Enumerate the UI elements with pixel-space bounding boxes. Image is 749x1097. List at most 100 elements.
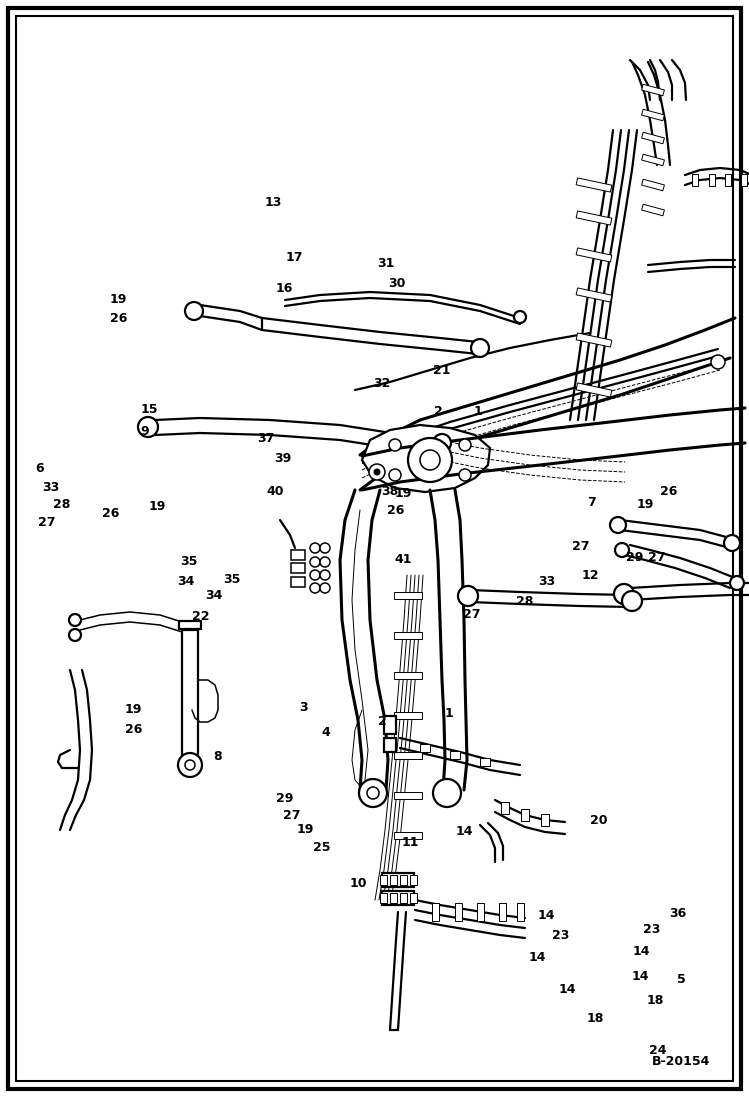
Circle shape (459, 439, 471, 451)
Circle shape (433, 434, 451, 452)
Text: 11: 11 (401, 836, 419, 849)
Text: 19: 19 (394, 487, 412, 500)
Polygon shape (431, 903, 438, 921)
Polygon shape (394, 591, 422, 599)
Text: B-20154: B-20154 (652, 1055, 710, 1068)
Text: 40: 40 (267, 485, 285, 498)
Circle shape (310, 583, 320, 593)
Text: 35: 35 (223, 573, 241, 586)
Text: 1: 1 (445, 706, 454, 720)
Circle shape (730, 576, 744, 590)
Polygon shape (450, 751, 460, 759)
Circle shape (310, 557, 320, 567)
Polygon shape (517, 903, 524, 921)
Circle shape (610, 517, 626, 533)
Text: 27: 27 (648, 551, 666, 564)
Circle shape (374, 470, 380, 475)
Text: 25: 25 (313, 841, 331, 855)
Text: 31: 31 (377, 257, 395, 270)
Text: 26: 26 (102, 507, 120, 520)
Polygon shape (576, 287, 612, 302)
Polygon shape (455, 903, 461, 921)
Polygon shape (394, 832, 422, 838)
Text: 14: 14 (559, 983, 577, 996)
Circle shape (389, 439, 401, 451)
Circle shape (320, 583, 330, 593)
Polygon shape (499, 903, 506, 921)
Text: 19: 19 (124, 703, 142, 716)
Text: 36: 36 (669, 907, 687, 920)
Text: 33: 33 (538, 575, 556, 588)
Circle shape (471, 339, 489, 357)
Text: 37: 37 (257, 432, 275, 445)
Text: 28: 28 (515, 595, 533, 608)
Polygon shape (576, 248, 612, 262)
Circle shape (138, 417, 158, 437)
Polygon shape (389, 875, 396, 885)
Text: 2: 2 (434, 405, 443, 418)
Circle shape (389, 470, 401, 480)
Text: 4: 4 (321, 726, 330, 739)
Polygon shape (384, 716, 396, 734)
Polygon shape (389, 893, 396, 903)
Text: 19: 19 (637, 498, 655, 511)
Text: 26: 26 (660, 485, 678, 498)
Polygon shape (394, 671, 422, 679)
Text: 8: 8 (213, 750, 222, 764)
Text: 23: 23 (643, 923, 661, 936)
Text: 26: 26 (124, 723, 142, 736)
Polygon shape (410, 875, 416, 885)
Text: 1: 1 (473, 405, 482, 418)
Circle shape (514, 312, 526, 323)
Circle shape (459, 470, 471, 480)
Text: 14: 14 (455, 825, 473, 838)
Polygon shape (291, 577, 305, 587)
Circle shape (359, 779, 387, 807)
Polygon shape (394, 632, 422, 638)
Polygon shape (380, 893, 386, 903)
Text: 6: 6 (35, 462, 44, 475)
Text: 9: 9 (140, 425, 149, 438)
Circle shape (433, 779, 461, 807)
Polygon shape (692, 174, 698, 186)
Circle shape (185, 302, 203, 320)
Text: 34: 34 (177, 575, 195, 588)
Circle shape (615, 543, 629, 557)
Text: 27: 27 (463, 608, 481, 621)
Polygon shape (576, 383, 612, 397)
Text: 5: 5 (677, 973, 686, 986)
Text: 38: 38 (380, 485, 398, 498)
Text: 17: 17 (285, 251, 303, 264)
Circle shape (420, 450, 440, 470)
Text: 41: 41 (394, 553, 412, 566)
Circle shape (185, 760, 195, 770)
Text: 34: 34 (204, 589, 222, 602)
Text: 26: 26 (109, 312, 127, 325)
Text: 27: 27 (283, 808, 301, 822)
Text: 19: 19 (297, 823, 315, 836)
Polygon shape (291, 550, 305, 559)
Circle shape (178, 753, 202, 777)
Circle shape (614, 584, 634, 604)
Circle shape (69, 614, 81, 626)
Text: 29: 29 (626, 551, 644, 564)
Polygon shape (642, 133, 664, 144)
Polygon shape (541, 814, 549, 826)
Text: 3: 3 (299, 701, 308, 714)
Text: 29: 29 (276, 792, 294, 805)
Polygon shape (420, 744, 430, 753)
Polygon shape (501, 802, 509, 814)
Text: 30: 30 (388, 276, 406, 290)
Text: 14: 14 (529, 951, 547, 964)
Polygon shape (410, 893, 416, 903)
Polygon shape (642, 84, 664, 95)
Polygon shape (394, 751, 422, 758)
Polygon shape (291, 563, 305, 573)
Circle shape (310, 543, 320, 553)
Text: 13: 13 (264, 196, 282, 210)
Polygon shape (521, 808, 529, 821)
Circle shape (320, 543, 330, 553)
Polygon shape (642, 110, 664, 121)
Text: 15: 15 (141, 403, 159, 416)
Circle shape (711, 355, 725, 369)
